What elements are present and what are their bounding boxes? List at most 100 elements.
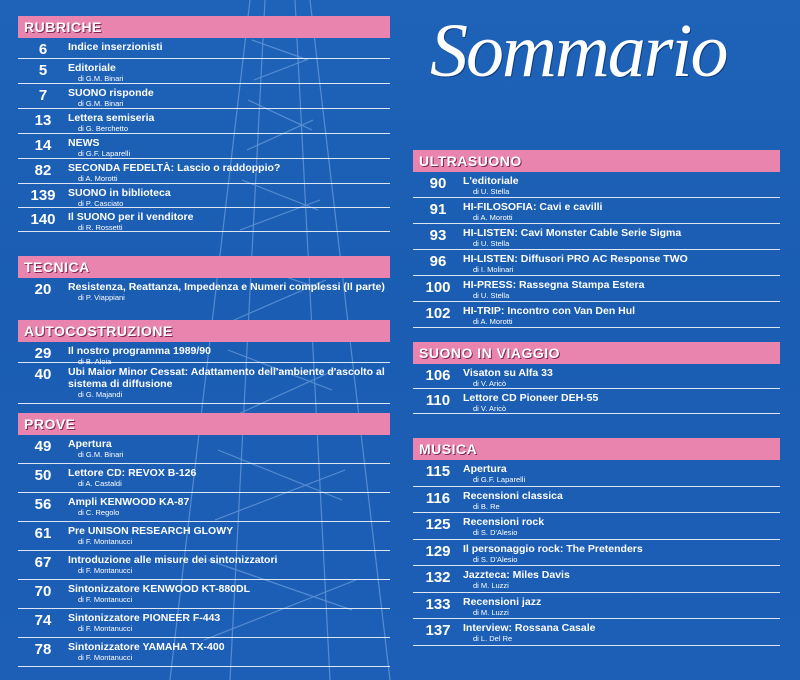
toc-entry: 67 Introduzione alle misure dei sintonizz… [18,551,390,580]
page-number: 139 [30,187,56,204]
toc-entry: 40 Ubi Maior Minor Cessat: Adattamento de… [18,363,390,404]
section-header-musica: MUSICA [413,438,780,460]
toc-entry: 50 Lettore CD: REVOX B-126 di A. Castaldi [18,464,390,493]
entry-body: Visaton su Alfa 33 di V. Aricò [463,364,780,388]
entry-body: Introduzione alle misure dei sintonizzat… [68,551,390,579]
article-author: di F. Montanucci [78,653,133,662]
article-title: Visaton su Alfa 33 [463,367,553,379]
article-author: di G.M. Binari [78,99,124,108]
page-number: 49 [34,438,52,455]
toc-entry: 6 Indice inserzionisti [18,38,390,59]
page-number: 129 [425,542,451,560]
entry-body: Pre UNISON RESEARCH GLOWY di F. Montanucc… [68,522,390,550]
article-author: di M. Luzzi [473,581,509,590]
entry-body: HI-LISTEN: Cavi Monster Cable Serie Sigm… [463,224,780,249]
page-number: 90 [429,175,447,192]
article-author: di B. Aloia [78,357,112,366]
article-author: di A. Morotti [473,317,513,326]
article-author: di L. Del Re [473,634,513,643]
article-author: di P. Casciato [78,199,124,208]
article-title: Sintonizzatore KENWOOD KT-880DL [68,583,251,595]
section-header-ultrasuono: ULTRASUONO [413,150,780,172]
toc-entry: 125 Recensioni rock di S. D'Alesio [413,513,780,540]
entry-body: Lettore CD: REVOX B-126 di A. Castaldi [68,464,390,492]
article-title: HI-TRIP: Incontro con Van Den Hul [463,305,636,317]
page-number: 116 [425,489,451,507]
entry-body: Recensioni classica di B. Re [463,487,780,513]
section-header-rubriche: RUBRICHE [18,16,390,38]
article-title: Lettore CD: REVOX B-126 [68,467,197,479]
entry-body: Lettore CD Pioneer DEH-55 di V. Aricò [463,389,780,413]
article-author: di A. Morotti [473,213,513,222]
toc-entry: 132 Jazzteca: Miles Davis di M. Luzzi [413,566,780,593]
toc-entry: 110 Lettore CD Pioneer DEH-55 di V. Aricò [413,389,780,414]
masthead-title: Sommario [430,9,728,93]
article-title: L'editoriale [463,175,519,187]
entry-body: Il nostro programma 1989/90 di B. Aloia [68,342,390,366]
toc-entry: 49 Apertura di G.M. Binari [18,435,390,464]
section-header-prove: PROVE [18,413,390,435]
page-number: 56 [34,496,52,513]
section-autocostruzione: AUTOCOSTRUZIONE 29 Il nostro programma 19… [18,320,390,404]
toc-entry: 78 Sintonizzatore YAMAHA TX-400 di F. Mont… [18,638,390,667]
toc-entry: 100 HI-PRESS: Rassegna Stampa Estera di U.… [413,276,780,302]
page-number: 115 [425,463,451,480]
toc-entry: 82 SECONDA FEDELTÀ: Lascio o raddoppio? di… [18,159,390,184]
section-prove: PROVE 49 Apertura di G.M. Binari 50 Lettore … [18,413,390,667]
article-title: SUONO risponde [68,87,154,99]
article-title: HI-LISTEN: Diffusori PRO AC Response TWO [463,253,688,265]
page-number: 96 [429,253,447,270]
article-author: di F. Montanucci [78,624,133,633]
autocostruzione-list: 29 Il nostro programma 1989/90 di B. Aloia… [18,342,390,404]
entry-body: HI-PRESS: Rassegna Stampa Estera di U. St… [463,276,780,301]
entry-body: Jazzteca: Miles Davis di M. Luzzi [463,566,780,592]
page-number: 20 [34,281,52,298]
toc-entry: 116 Recensioni classica di B. Re [413,487,780,513]
page-number: 125 [425,516,451,533]
section-tecnica: TECNICA 20 Resistenza, Reattanza, Impeden… [18,256,390,326]
prove-list: 49 Apertura di G.M. Binari 50 Lettore CD: RE… [18,435,390,667]
article-title: Jazzteca: Miles Davis [463,569,570,581]
page-number: 82 [34,162,52,179]
page-number: 61 [34,525,52,542]
article-author: di R. Rossetti [78,223,123,232]
article-title: Introduzione alle misure dei sintonizzat… [68,554,278,566]
article-title: Pre UNISON RESEARCH GLOWY [68,525,234,537]
article-title: Ubi Maior Minor Cessat: Adattamento dell… [68,366,385,390]
page-number: 140 [30,211,56,228]
entry-body: NEWS di G.F. Laparelli [68,134,390,158]
entry-body: Interview: Rossana Casale di L. Del Re [463,619,780,645]
toc-entry: 90 L'editoriale di U. Stella [413,172,780,198]
toc-entry: 102 HI-TRIP: Incontro con Van Den Hul di A… [413,302,780,328]
entry-body: Ampli KENWOOD KA-87 di C. Regolo [68,493,390,521]
page-number: 78 [34,641,52,658]
page-number: 106 [425,367,451,384]
article-author: di G.F. Laparelli [78,149,131,158]
page-number: 7 [38,87,48,104]
toc-entry: 5 Editoriale di G.M. Binari [18,59,390,84]
article-title: Apertura [463,463,507,475]
article-title: HI-FILOSOFIA: Cavi e cavilli [463,201,603,213]
toc-entry: 70 Sintonizzatore KENWOOD KT-880DL di F. M… [18,580,390,609]
page-number: 50 [34,467,52,484]
page-number: 40 [34,366,52,383]
article-author: di G.M. Binari [78,74,124,83]
article-author: di G.M. Binari [78,450,124,459]
toc-entry: 106 Visaton su Alfa 33 di V. Aricò [413,364,780,389]
toc-entry: 74 Sintonizzatore PIONEER F-443 di F. Mont… [18,609,390,638]
entry-body: Sintonizzatore YAMAHA TX-400 di F. Montan… [68,638,390,666]
article-title: Il SUONO per il venditore [68,211,194,223]
toc-entry: 140 Il SUONO per il venditore di R. Rosset… [18,208,390,232]
tecnica-list: 20 Resistenza, Reattanza, Impedenza e Num… [18,278,390,326]
article-title: Recensioni jazz [463,595,542,608]
article-author: di P. Viappiani [78,293,125,302]
entry-body: Editoriale di G.M. Binari [68,59,390,83]
section-header-autocostruzione: AUTOCOSTRUZIONE [18,320,390,342]
entry-body: SUONO risponde di G.M. Binari [68,84,390,108]
article-author: di F. Montanucci [78,566,133,575]
entry-body: Recensioni jazz di M. Luzzi [463,593,780,619]
entry-body: HI-LISTEN: Diffusori PRO AC Response TWO… [463,250,780,275]
page-number: 93 [429,227,447,244]
entry-body: Apertura di G.F. Laparelli [463,460,780,486]
toc-entry: 13 Lettera semiseria di G. Berchetto [18,109,390,134]
